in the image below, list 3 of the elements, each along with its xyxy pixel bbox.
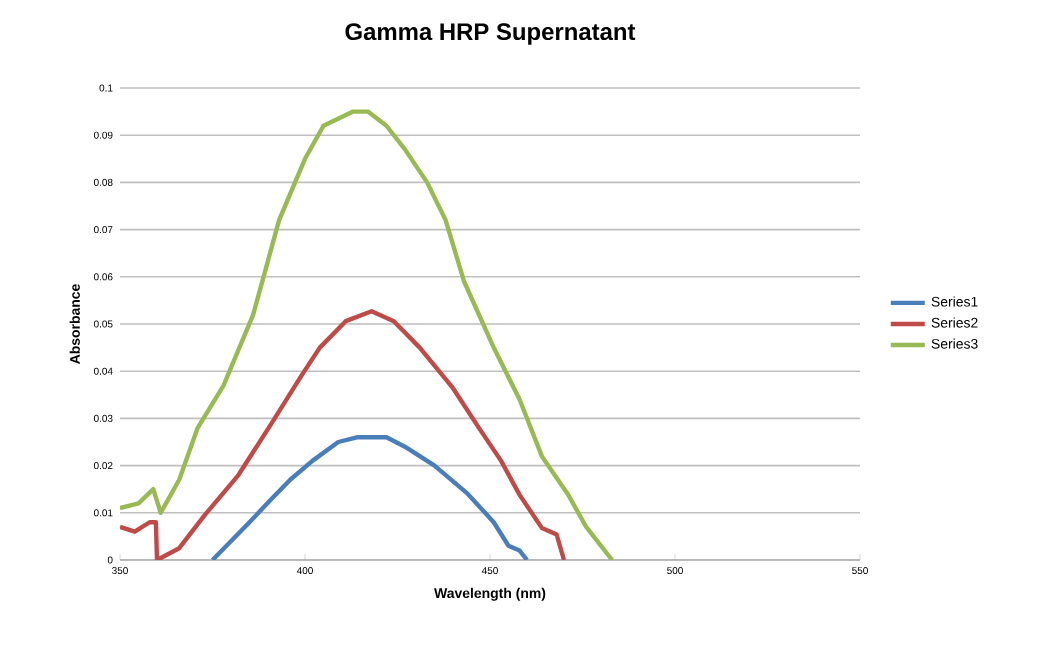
line-series xyxy=(120,109,615,560)
chart-title: Gamma HRP Supernatant xyxy=(345,23,636,45)
line-series xyxy=(120,309,567,560)
